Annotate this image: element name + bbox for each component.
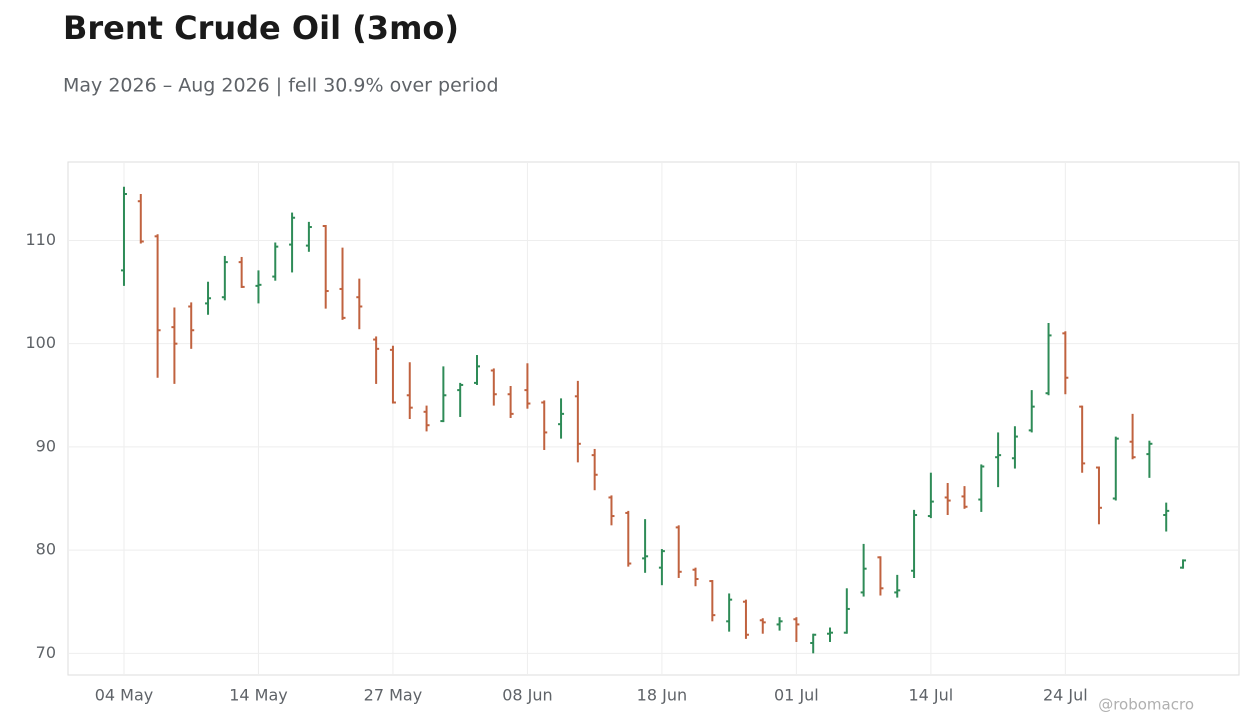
credit: @robomacro [1098, 696, 1194, 714]
x-tick-label: 04 May [95, 686, 154, 705]
x-tick-label: 14 May [229, 686, 288, 705]
x-tick-label: 24 Jul [1043, 686, 1088, 705]
x-tick-label: 01 Jul [774, 686, 819, 705]
y-tick-label: 90 [36, 436, 56, 455]
x-tick-label: 18 Jun [637, 686, 687, 705]
y-tick-label: 110 [25, 230, 56, 249]
y-tick-label: 100 [25, 333, 56, 352]
x-tick-label: 27 May [364, 686, 423, 705]
y-tick-label: 70 [36, 643, 56, 662]
chart-subtitle: May 2026 – Aug 2026 | fell 30.9% over pe… [63, 75, 499, 97]
plot-frame [67, 161, 1240, 676]
x-tick-label: 14 Jul [908, 686, 953, 705]
x-tick-label: 08 Jun [502, 686, 552, 705]
chart-title: Brent Crude Oil (3mo) [63, 9, 459, 47]
y-tick-label: 80 [36, 540, 56, 559]
